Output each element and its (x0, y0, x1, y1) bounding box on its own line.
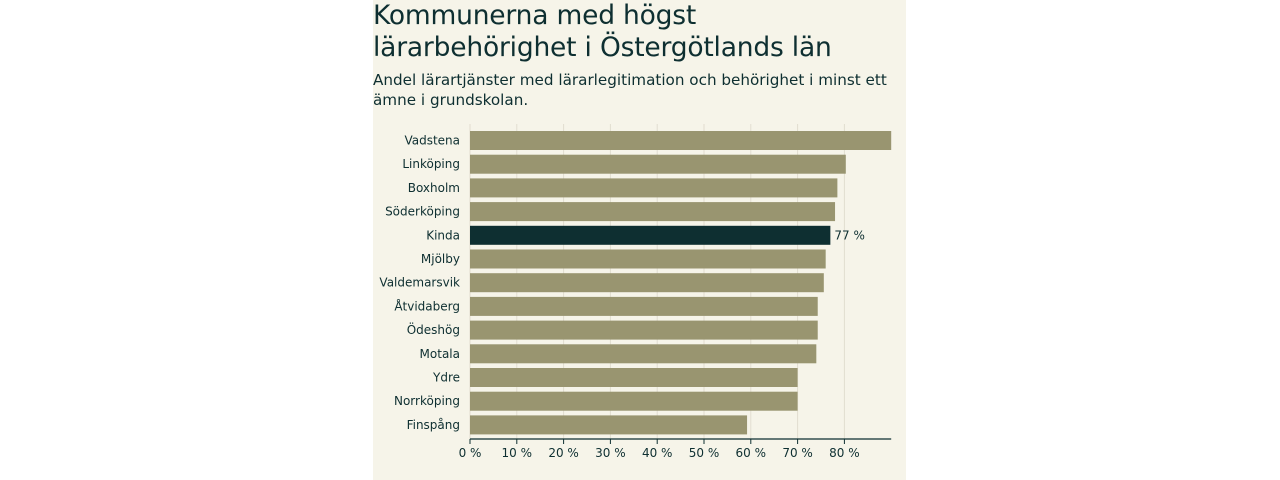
bar (470, 154, 846, 174)
chart-title: Kommunerna med högst lärarbehörighet i Ö… (373, 0, 832, 63)
x-tick-label: 80 % (829, 446, 860, 460)
highlight-value-label: 77 % (834, 228, 865, 242)
category-label: Vadstena (404, 134, 460, 148)
x-tick-label: 20 % (548, 446, 579, 460)
bar (470, 391, 798, 411)
category-label: Åtvidaberg (394, 298, 460, 313)
x-tick-label: 30 % (595, 446, 626, 460)
bar (470, 131, 892, 150)
x-tick-label: 10 % (502, 446, 533, 460)
bar (470, 202, 836, 222)
x-tick-label: 60 % (736, 446, 767, 460)
chart-panel: Kommunerna med högst lärarbehörighet i Ö… (373, 0, 906, 480)
chart-subtitle: Andel lärartjänster med lärarlegitimatio… (373, 71, 887, 109)
category-label: Mjölby (421, 252, 460, 266)
category-label: Ödeshög (407, 321, 460, 337)
category-label: Valdemarsvik (379, 276, 460, 290)
x-tick-label: 40 % (642, 446, 673, 460)
category-label: Ydre (432, 371, 460, 385)
bar (470, 249, 826, 269)
category-label: Norrköping (394, 394, 460, 408)
category-label: Motala (420, 347, 460, 361)
category-label: Kinda (426, 228, 460, 242)
x-tick-label: 50 % (689, 446, 720, 460)
bar (470, 273, 824, 293)
category-labels: Vadstena Linköping Boxholm Söderköping Kinda… (379, 134, 460, 432)
bar (470, 296, 818, 316)
bar-highlighted (470, 225, 831, 245)
bar (470, 415, 748, 435)
category-label: Finspång (407, 418, 460, 432)
bars: 77 % (470, 131, 892, 435)
bar (470, 178, 838, 198)
category-label: Linköping (402, 157, 460, 171)
x-axis-ticks: 0 % 10 % 20 % 30 % 40 % 50 % 60 % 70 % 80 % (459, 439, 860, 460)
bar (470, 344, 817, 364)
category-label: Söderköping (385, 205, 460, 219)
x-tick-label: 70 % (782, 446, 813, 460)
bar (470, 320, 818, 340)
bar (470, 368, 798, 387)
x-tick-label: 0 % (459, 446, 482, 460)
bar-chart: 77 % Vadstena Linköping Boxholm Söderköping… (379, 124, 892, 460)
category-label: Boxholm (408, 181, 460, 195)
